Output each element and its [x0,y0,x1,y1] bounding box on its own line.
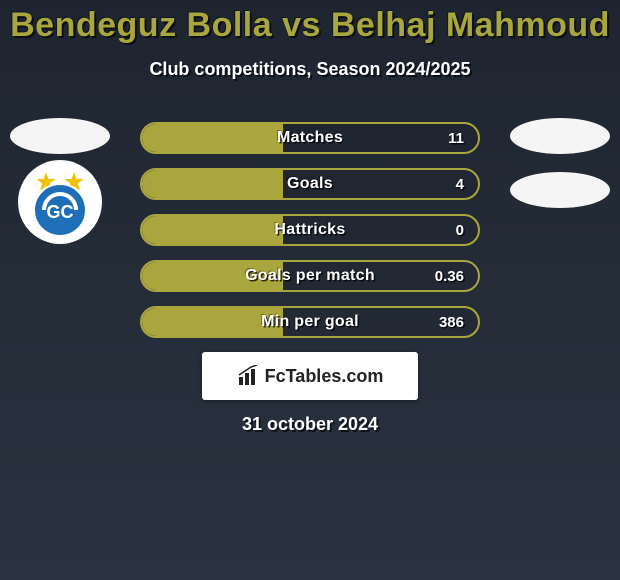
stat-row-matches: Matches 11 [140,122,480,154]
left-player-badges: GC [5,118,115,244]
stat-row-min-per-goal: Min per goal 386 [140,306,480,338]
country-flag-left [10,118,110,154]
stat-label: Goals [142,170,478,198]
right-player-badges [505,118,615,208]
stat-value: 11 [448,124,464,152]
country-flag-right [510,118,610,154]
brand-badge: FcTables.com [202,352,418,400]
club-badge-left: GC [18,160,102,244]
date-text: 31 october 2024 [140,414,480,435]
stat-label: Min per goal [142,308,478,336]
stat-label: Hattricks [142,216,478,244]
stat-value: 0 [456,216,464,244]
club-initials: GC [47,202,74,222]
stat-row-goals-per-match: Goals per match 0.36 [140,260,480,292]
stat-label: Matches [142,124,478,152]
stats-list: Matches 11 Goals 4 Hattricks 0 Goals per… [140,122,480,435]
bar-chart-icon [237,365,259,387]
club-flag-right [510,172,610,208]
stat-row-goals: Goals 4 [140,168,480,200]
stat-value: 386 [439,308,464,336]
club-logo-left-icon: GC [18,160,102,244]
subtitle: Club competitions, Season 2024/2025 [0,59,620,80]
brand-text: FcTables.com [265,366,384,387]
page-title: Bendeguz Bolla vs Belhaj Mahmoud [0,0,620,45]
stat-value: 0.36 [435,262,464,290]
stat-label: Goals per match [142,262,478,290]
stat-value: 4 [456,170,464,198]
comparison-card: Bendeguz Bolla vs Belhaj Mahmoud Club co… [0,0,620,580]
stat-row-hattricks: Hattricks 0 [140,214,480,246]
